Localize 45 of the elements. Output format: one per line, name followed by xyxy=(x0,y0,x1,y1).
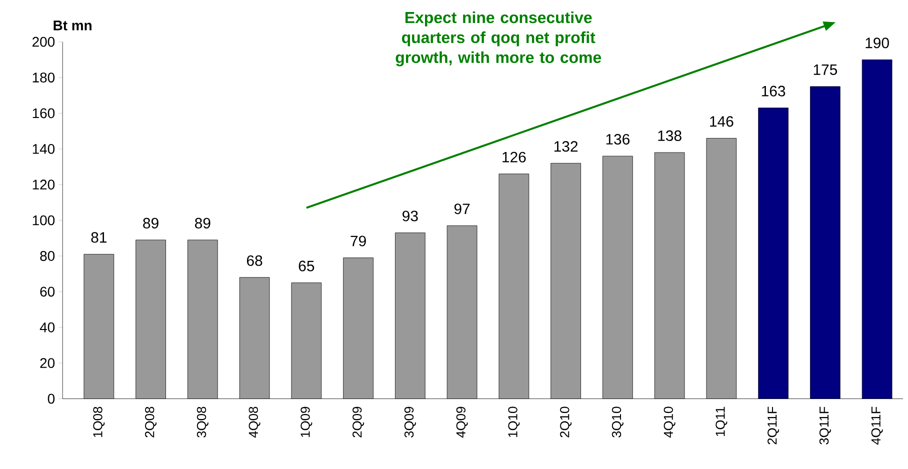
data-label: 89 xyxy=(195,218,210,229)
y-tick-label: 200 xyxy=(32,37,55,48)
x-tick-label: 3Q09 xyxy=(404,407,416,438)
data-label: 138 xyxy=(658,130,682,142)
data-label: 79 xyxy=(350,236,366,247)
x-tick-label: 1Q11 xyxy=(716,407,728,436)
x-tick-label: 4Q08 xyxy=(248,407,260,438)
x-tick-label: 3Q10 xyxy=(612,406,624,438)
data-label: 163 xyxy=(762,86,786,97)
data-label: 126 xyxy=(502,152,526,163)
x-tick-label: 4Q09 xyxy=(456,407,468,438)
y-tick-label: 60 xyxy=(40,286,55,297)
y-tick-label: 140 xyxy=(32,144,55,154)
x-tick-label: 3Q11F xyxy=(819,407,831,445)
y-tick-label: 100 xyxy=(32,216,55,226)
x-tick-label: 4Q10 xyxy=(664,406,676,438)
y-tick-label: 180 xyxy=(32,72,55,83)
data-label: 68 xyxy=(246,256,262,266)
data-label: 136 xyxy=(606,134,630,145)
x-tick-label: 2Q10 xyxy=(560,406,572,438)
x-tick-label: 1Q09 xyxy=(300,407,312,438)
data-label: 93 xyxy=(402,210,418,222)
y-tick-label: 80 xyxy=(40,251,55,262)
x-tick-label: 2Q08 xyxy=(145,407,157,438)
data-label: 190 xyxy=(866,38,889,48)
data-label: 65 xyxy=(298,260,314,272)
x-tick-label: 1Q10 xyxy=(508,406,520,438)
x-tick-label: 4Q11F xyxy=(871,407,883,445)
x-tick-label: 2Q09 xyxy=(352,407,364,438)
y-tick-label: 40 xyxy=(40,322,55,333)
x-tick-label: 2Q11F xyxy=(768,407,780,444)
y-tick-label: 20 xyxy=(40,358,55,368)
annotation: Expect nine consecutive quarters of qoq net profit growth, with more to come xyxy=(396,12,602,67)
x-tick-label: 3Q08 xyxy=(196,407,208,438)
y-axis-title: Bt mn xyxy=(54,20,92,31)
y-tick-label: 0 xyxy=(48,394,55,404)
data-label: 81 xyxy=(91,232,106,243)
data-label: 89 xyxy=(143,218,158,229)
y-tick-label: 120 xyxy=(32,180,55,190)
data-label: 132 xyxy=(554,141,578,152)
x-tick-label: 1Q08 xyxy=(93,407,105,438)
data-label: 175 xyxy=(814,64,838,76)
data-label: 97 xyxy=(454,204,470,214)
data-label: 146 xyxy=(710,116,734,127)
y-tick-label: 160 xyxy=(32,108,55,118)
